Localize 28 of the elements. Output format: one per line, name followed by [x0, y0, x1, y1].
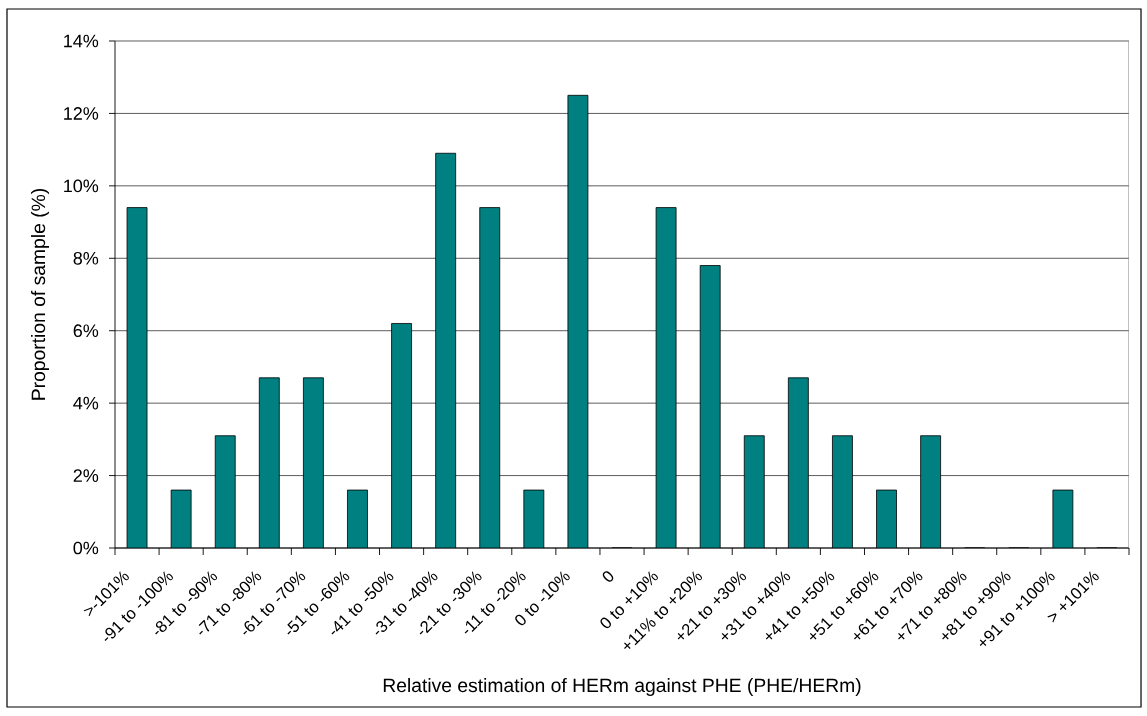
y-tick-label: 10% [64, 179, 99, 193]
bar [435, 153, 456, 548]
bar [303, 377, 324, 548]
y-tick-label: 14% [64, 34, 99, 48]
x-axis-title: Relative estimation of HERm against PHE (PHE/HERm) [383, 678, 861, 696]
bar [876, 490, 897, 548]
y-tick-label: 6% [73, 324, 99, 338]
y-tick-label: 2% [73, 469, 99, 482]
y-tick-label: 4% [73, 396, 99, 410]
bar [656, 207, 677, 548]
x-tick-label: 0 [602, 571, 614, 582]
bar [700, 265, 721, 548]
bar [788, 377, 809, 548]
bar [347, 490, 368, 548]
bar [391, 323, 412, 548]
y-axis-title: Proportion of sample (%) [31, 189, 49, 400]
bar [567, 95, 588, 548]
bar [832, 435, 853, 548]
y-tick-label: 8% [73, 251, 99, 265]
y-tick-label: 12% [64, 107, 99, 120]
y-tick-label: 0% [73, 541, 99, 555]
bar [920, 435, 941, 548]
bar [259, 377, 280, 548]
bar [127, 207, 148, 548]
bar [215, 435, 236, 548]
bar [523, 490, 544, 548]
bar [479, 207, 500, 548]
bar [744, 435, 765, 548]
